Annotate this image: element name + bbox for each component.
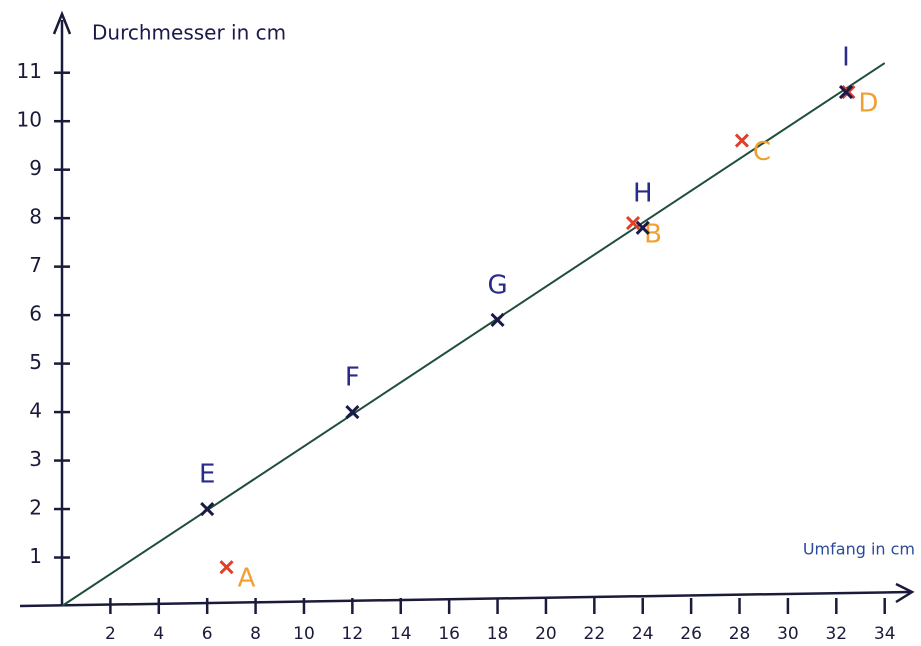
x-tick-label: 6 [202,624,213,644]
x-tick-label: 12 [342,624,364,644]
point [734,133,750,148]
point [635,220,650,235]
point-label: F [345,363,360,393]
y-tick-label: 4 [29,399,42,423]
y-tick-label: 2 [29,496,42,520]
point [200,501,215,517]
x-tick-label: 4 [153,624,164,644]
y-tick-label: 1 [29,544,42,568]
point-label: E [199,460,215,490]
point-label: I [842,43,850,73]
y-axis-label: Durchmesser in cm [92,21,286,45]
x-tick-label: 32 [825,624,847,644]
x-axis-arrow [895,582,915,604]
x-tick-label: 24 [632,624,654,644]
point [838,85,854,100]
x-tick-label: 22 [584,624,606,644]
y-tick-label: 7 [29,253,42,277]
x-tick-label: 8 [250,624,261,644]
x-tick-label: 2 [105,624,116,644]
point-label: C [753,137,771,167]
x-tick-label: 18 [487,624,509,644]
y-axis-arrow [52,10,72,35]
y-tick-label: 9 [29,156,42,180]
x-tick-label: 30 [777,624,799,644]
y-tick-label: 3 [29,447,42,471]
x-tick-label: 26 [680,624,702,644]
x-tick-label: 34 [874,624,896,644]
point-label: H [633,178,653,208]
point-label: A [238,564,256,594]
point [219,560,234,575]
y-tick-label: 8 [29,205,42,229]
point [625,215,641,231]
y-tick-label: 5 [29,350,42,374]
trend-line [61,62,886,607]
point-label: B [644,220,662,250]
point [841,85,856,100]
x-tick-label: 10 [293,624,315,644]
point-label: D [858,89,878,119]
y-tick-label: 11 [17,59,42,83]
x-tick-label: 28 [729,624,751,644]
x-axis [19,590,911,608]
x-tick-label: 16 [438,624,460,644]
x-axis-label: Umfang in cm [803,540,915,559]
x-tick-label: 20 [535,624,557,644]
point [490,312,505,328]
x-tick-label: 14 [390,624,412,644]
point [345,405,360,420]
y-tick-label: 10 [17,108,42,132]
y-tick-label: 6 [29,302,42,326]
point-label: G [487,270,507,300]
